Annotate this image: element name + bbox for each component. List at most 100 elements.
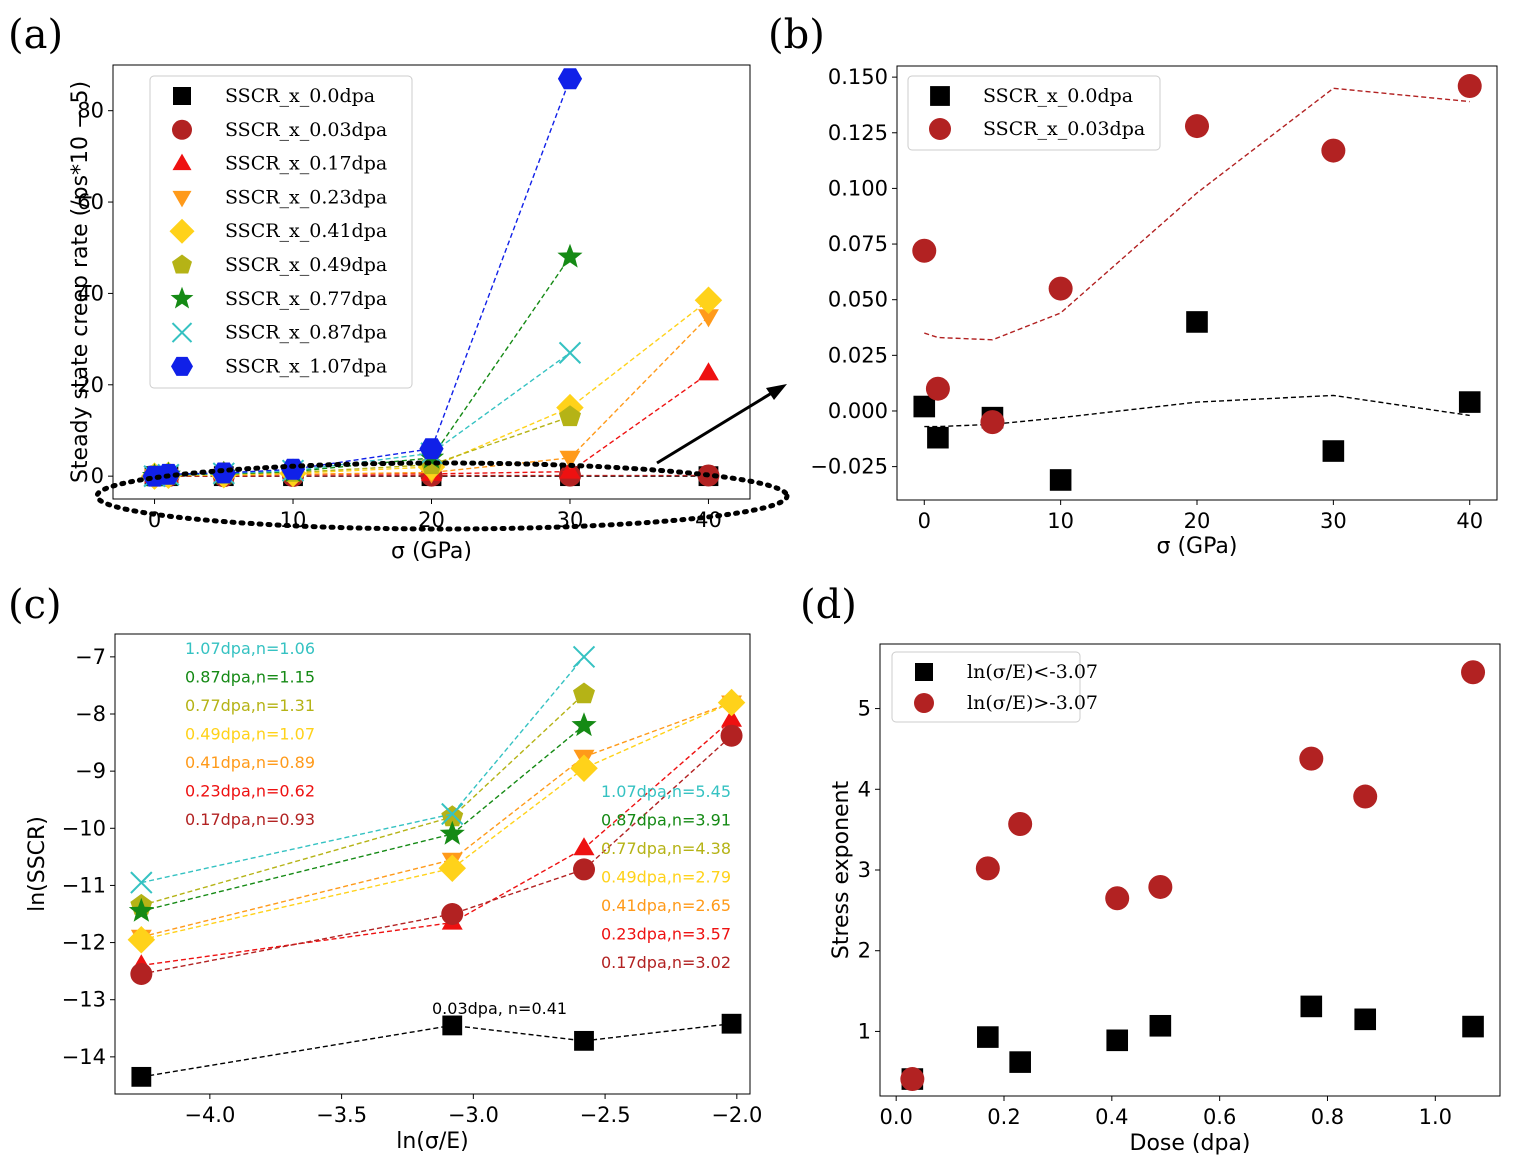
panel-label: (c) [8, 582, 62, 628]
panel-label: (b) [768, 12, 825, 58]
legend-label: SSCR_x_0.0dpa [983, 85, 1133, 107]
data-point [559, 460, 581, 479]
annotation-right: 0.49dpa,n=2.79 [601, 868, 731, 887]
data-point [572, 645, 596, 669]
y-axis-label: ln(SSCR) [25, 816, 50, 912]
annotation-left: 1.07dpa,n=1.06 [185, 639, 315, 658]
legend-label: SSCR_x_0.0dpa [225, 85, 375, 107]
data-point [927, 426, 949, 449]
y-tick-label: 0.125 [828, 121, 888, 145]
panel-b: 0 10 20 30 40 −0.025 0.000 0.025 0.050 0.075 0.100… [768, 12, 1498, 559]
data-point [130, 871, 153, 894]
data-point [694, 286, 723, 314]
data-point [1186, 311, 1208, 333]
data-point [570, 754, 598, 782]
legend-marker [915, 663, 933, 681]
y-tick-label: 5 [858, 697, 871, 721]
legend-marker [930, 86, 950, 106]
annotation-right: 0.23dpa,n=3.57 [601, 925, 731, 944]
data-point [441, 805, 464, 827]
data-point [439, 820, 465, 845]
y-tick-label: 20 [77, 373, 104, 397]
annotation-right: 0.87dpa,n=3.91 [601, 811, 731, 830]
legend-label: SSCR_x_1.07dpa [225, 355, 387, 377]
data-point [1148, 874, 1173, 899]
y-axis-label: Stress exponent [829, 781, 854, 960]
data-point [557, 243, 583, 268]
x-tick-label: 0 [918, 509, 931, 533]
data-point [1049, 469, 1072, 491]
data-point [419, 438, 444, 460]
data-point [127, 926, 156, 954]
y-tick-label: 4 [858, 777, 871, 801]
y-tick-label: 0.150 [828, 65, 888, 89]
data-point [1009, 1051, 1031, 1073]
x-tick-label: 0.8 [1311, 1105, 1344, 1129]
x-stroke [572, 645, 596, 669]
legend-marker [169, 218, 195, 244]
series-line [141, 1023, 732, 1078]
y-tick-label: −13 [62, 988, 106, 1012]
data-point [977, 1026, 999, 1048]
y-tick-label: 2 [858, 939, 871, 963]
annotation-left: 0.23dpa,n=0.62 [185, 782, 315, 801]
data-point [573, 682, 595, 704]
data-point [573, 837, 595, 856]
series-line [141, 735, 733, 975]
data-point [721, 708, 742, 727]
data-point [1354, 1008, 1377, 1031]
annotation-right: 0.17dpa,n=3.02 [601, 953, 731, 972]
y-tick-label: 0.050 [828, 288, 888, 312]
data-point [1322, 440, 1345, 462]
legend-marker [170, 286, 194, 309]
y-tick-label: 0.025 [828, 343, 888, 367]
annotation-left: 0.49dpa,n=1.07 [185, 725, 315, 744]
legend-marker [929, 118, 951, 140]
annotation-right: 1.07dpa,n=5.45 [601, 782, 731, 801]
data-point [1461, 660, 1486, 685]
y-tick-label: 0 [91, 464, 104, 488]
legend-label: SSCR_x_0.49dpa [225, 254, 387, 276]
data-point [130, 963, 153, 985]
legend-label: SSCR_x_0.23dpa [225, 186, 387, 208]
annotation-right: 0.77dpa,n=4.38 [601, 839, 731, 858]
data-point [559, 450, 581, 469]
data-point [280, 458, 306, 480]
data-point [559, 405, 581, 427]
legend-marker [914, 693, 934, 713]
legend-label: SSCR_x_0.03dpa [983, 118, 1145, 140]
series-sscr-x-0-03dpa [912, 74, 1482, 435]
series-0-49dpa [127, 688, 746, 954]
annotation-left: 0.17dpa,n=0.93 [185, 810, 315, 829]
x-axis-label: Dose (dpa) [1130, 1131, 1251, 1156]
legend-label: SSCR_x_0.87dpa [225, 322, 387, 344]
data-point [721, 1013, 742, 1034]
legend-box [149, 75, 413, 389]
legend-marker [172, 153, 192, 171]
legend-marker [172, 119, 192, 140]
legend-marker [171, 356, 193, 376]
legend-label: SSCR_x_0.77dpa [225, 288, 387, 310]
y-tick-label: −8 [75, 702, 106, 726]
data-point [131, 1066, 152, 1087]
panel-label: (d) [800, 582, 857, 628]
x-tick-label: 0.4 [1095, 1105, 1128, 1129]
data-point [925, 376, 950, 401]
series-ln-e-3-07 [900, 660, 1486, 1092]
x-tick-label: 0.2 [987, 1105, 1020, 1129]
x-tick-label: −2.0 [711, 1103, 762, 1127]
data-point [1353, 784, 1378, 809]
y-tick-label: 1 [858, 1019, 871, 1043]
x-stroke [558, 341, 582, 364]
x-tick-label: 10 [1047, 509, 1074, 533]
series-line [141, 701, 732, 938]
data-point [1106, 1029, 1129, 1052]
legend-label: SSCR_x_0.03dpa [225, 119, 387, 141]
legend-marker [172, 254, 192, 274]
data-point [980, 410, 1005, 435]
data-point [1321, 138, 1346, 163]
data-point [574, 1030, 594, 1051]
y-tick-label: −10 [62, 816, 106, 840]
x-tick-label: −3.0 [448, 1103, 499, 1127]
x-tick-label: −2.5 [580, 1103, 631, 1127]
